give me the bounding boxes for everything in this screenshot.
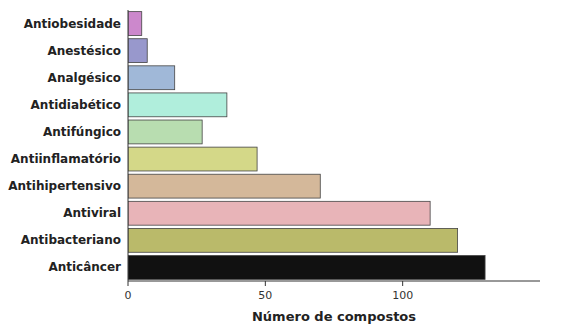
x-tick-label: 50 <box>258 289 272 302</box>
bar <box>128 256 485 280</box>
x-tick <box>402 281 403 286</box>
category-label: Antiinflamatório <box>11 152 121 166</box>
x-tick-label: 100 <box>392 289 413 302</box>
chart-svg: 0 50 100 Anticâncer Antibacteriano Antiviral A… <box>0 0 562 329</box>
category-label: Analgésico <box>48 71 121 85</box>
category-label: Antiobesidade <box>24 17 121 31</box>
bar <box>128 66 175 90</box>
x-tick-label: 0 <box>125 289 132 302</box>
axes: 0 50 100 Anticâncer Antibacteriano Antiviral A… <box>8 10 540 302</box>
bars <box>128 12 485 280</box>
x-axis-title: Número de compostos <box>252 309 416 324</box>
category-label: Antifúngico <box>43 125 121 139</box>
category-label: Anticâncer <box>48 260 121 274</box>
bar <box>128 147 257 171</box>
category-label: Antidiabético <box>31 98 121 112</box>
x-tick <box>265 281 266 286</box>
bar <box>128 12 142 36</box>
category-label: Antihipertensivo <box>8 179 121 193</box>
category-label: Antibacteriano <box>21 233 121 247</box>
bar <box>128 120 202 144</box>
x-tick <box>128 281 129 286</box>
bar <box>128 228 458 252</box>
bar <box>128 201 430 225</box>
x-axis-line <box>128 281 540 282</box>
chart-container: 0 50 100 Anticâncer Antibacteriano Antiviral A… <box>0 0 562 329</box>
bar <box>128 93 227 117</box>
y-axis-line <box>128 10 129 281</box>
category-label: Anestésico <box>47 44 121 58</box>
category-label: Antiviral <box>63 206 121 220</box>
bar <box>128 174 320 198</box>
bar <box>128 39 147 63</box>
